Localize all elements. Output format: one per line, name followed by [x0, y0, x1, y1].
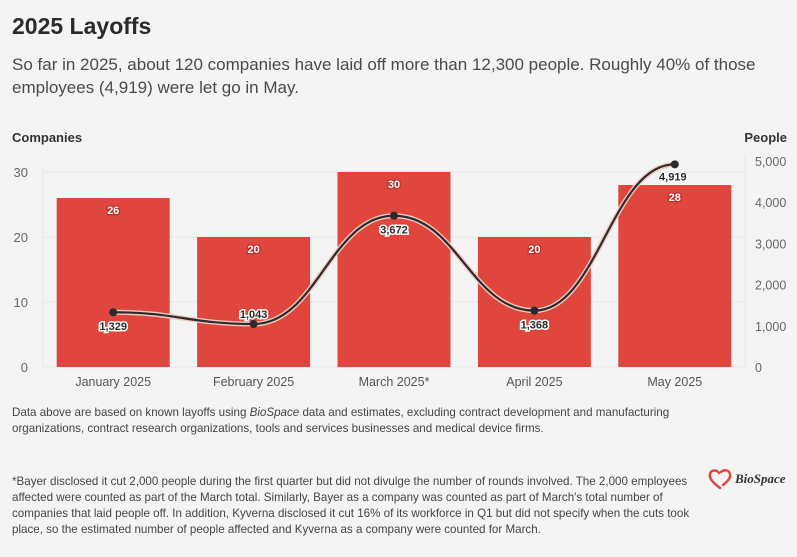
left-tick-label: 30 [14, 165, 28, 180]
people-labels: 1,329 1,043 3,672 1,368 4,919 [98, 170, 688, 335]
bar-labels: 26 20 30 20 28 [106, 178, 682, 258]
chart-subtitle: So far in 2025, about 120 companies have… [12, 55, 756, 97]
methodology-note: Data above are based on known layoffs us… [12, 405, 732, 437]
x-axis-label: April 2025 [506, 375, 562, 389]
bar-value-label: 20 [528, 244, 540, 256]
note1-biospace: BioSpace [249, 406, 300, 419]
left-tick-label: 20 [14, 230, 28, 245]
people-point [670, 160, 679, 169]
people-value-label: 1,329 [99, 321, 127, 333]
people-point [390, 211, 398, 220]
biospace-logo-text: BioSpace [735, 471, 786, 486]
chart-title: 2025 Layoffs [12, 13, 152, 39]
people-line-path [112, 163, 676, 326]
left-axis-ticks: 0 10 20 30 [14, 165, 28, 375]
people-value-label: 1,043 [240, 309, 268, 321]
bar [56, 198, 170, 367]
people-point [249, 320, 258, 329]
right-axis-ticks: 0 1,000 2,000 3,000 4,000 5,000 [755, 155, 786, 375]
people-point [530, 306, 539, 315]
people-points [109, 160, 679, 329]
bar [618, 185, 732, 367]
bar-value-label: 28 [669, 192, 681, 204]
bars [56, 172, 732, 367]
bar [477, 237, 591, 367]
note1-text-start: Data above are based on known layoffs us… [12, 406, 250, 419]
people-value-label: 3,672 [380, 225, 408, 237]
biospace-logo: BioSpace [708, 468, 786, 490]
left-tick-label: 10 [14, 295, 28, 310]
people-line [110, 161, 678, 327]
bar [337, 172, 451, 367]
right-tick-label: 1,000 [755, 320, 786, 334]
bar-value-label: 20 [247, 244, 259, 256]
right-tick-label: 0 [755, 361, 762, 375]
footnote: *Bayer disclosed it cut 2,000 people dur… [12, 475, 690, 536]
bar [197, 237, 311, 367]
x-axis-labels: January 2025 February 2025 March 2025* Apri… [75, 375, 702, 389]
left-tick-label: 0 [21, 360, 28, 375]
right-tick-label: 2,000 [755, 279, 786, 293]
people-value-label: 1,368 [521, 320, 549, 332]
x-axis-label: March 2025* [359, 375, 430, 389]
right-axis-title: People [744, 130, 787, 145]
x-axis-label: February 2025 [213, 375, 294, 389]
chart: 0 10 20 30 0 1,000 2,000 3,000 4,000 5,000 26 20 3… [14, 155, 786, 389]
bar-value-label: 30 [388, 179, 400, 191]
right-tick-label: 3,000 [755, 237, 786, 251]
people-value-label: 4,919 [659, 171, 687, 183]
right-tick-label: 4,000 [755, 196, 786, 210]
left-axis-title: Companies [12, 130, 83, 145]
x-axis-label: May 2025 [647, 375, 702, 389]
bar-value-label: 26 [107, 205, 119, 217]
x-axis-label: January 2025 [75, 375, 151, 389]
biospace-heart-icon [708, 469, 732, 490]
right-tick-label: 5,000 [755, 155, 786, 169]
note1-text-end: data and estimates, excluding contract d… [12, 406, 670, 435]
people-point [109, 308, 118, 317]
